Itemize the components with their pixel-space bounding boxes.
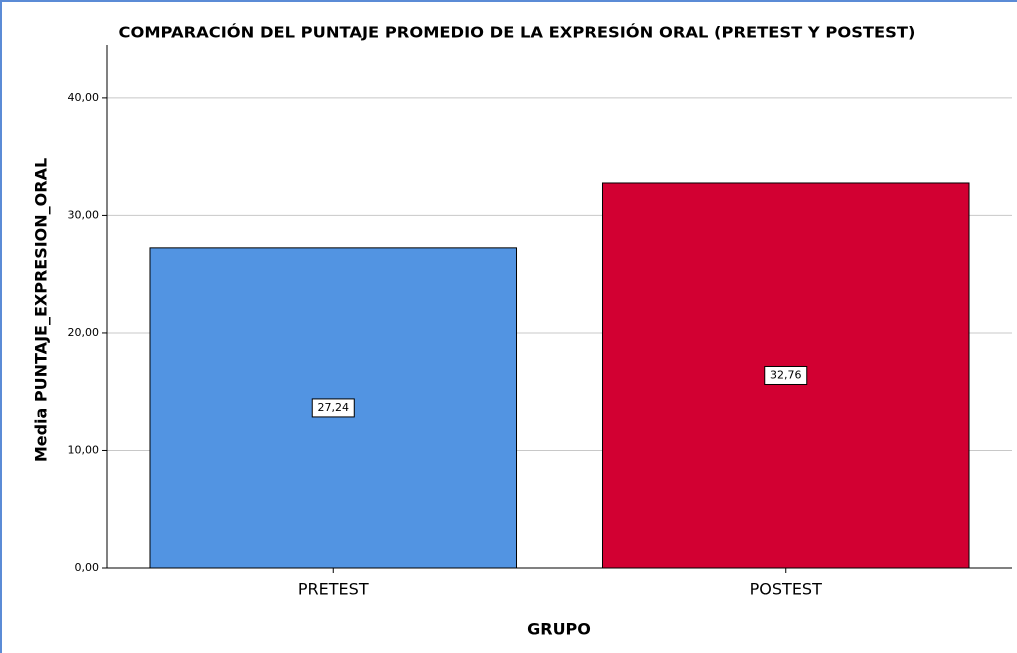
y-tick-label: 40,00 [68, 91, 100, 104]
y-tick-label: 0,00 [75, 561, 100, 574]
x-tick-label: PRETEST [298, 580, 369, 599]
value-label: 32,76 [770, 368, 802, 381]
value-label-box [311, 398, 355, 418]
y-tick-label: 30,00 [68, 208, 100, 221]
x-axis-label: GRUPO [527, 620, 591, 639]
value-label-box [764, 365, 808, 385]
y-tick-label: 10,00 [68, 443, 100, 456]
chart-title: COMPARACIÓN DEL PUNTAJE PROMEDIO DE LA E… [119, 23, 916, 42]
x-tick-label: POSTEST [750, 580, 822, 599]
value-label: 27,24 [318, 401, 350, 414]
y-axis-label: Media PUNTAJE_EXPRESION_ORAL [32, 158, 51, 462]
y-tick-label: 20,00 [68, 326, 100, 339]
